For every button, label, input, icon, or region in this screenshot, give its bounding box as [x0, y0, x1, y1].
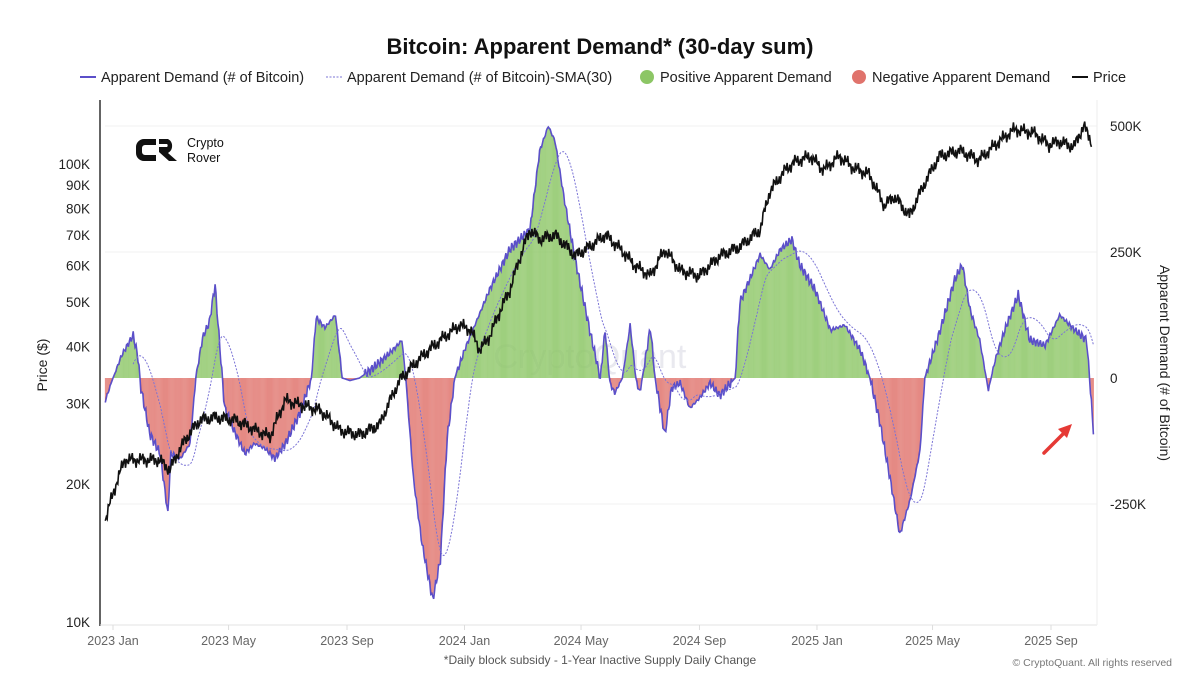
x-tick-label: 2025 May [905, 634, 961, 648]
x-tick-label: 2023 May [201, 634, 257, 648]
y-right-tick-label: 0 [1110, 371, 1118, 386]
copyright: © CryptoQuant. All rights reserved [1013, 657, 1173, 669]
footnote: *Daily block subsidy - 1-Year Inactive S… [444, 653, 757, 667]
y-right-tick-label: -250K [1110, 497, 1146, 512]
price-line [104, 121, 1093, 522]
y-right-tick-label: 250K [1110, 245, 1142, 260]
y-right-tick-label: 500K [1110, 119, 1142, 134]
legend-label: Apparent Demand (# of Bitcoin)-SMA(30) [347, 70, 612, 86]
y-left-tick-label: 70K [66, 228, 90, 243]
legend-item: Positive Apparent Demand [640, 70, 832, 86]
legend-item: Apparent Demand (# of Bitcoin) [80, 70, 304, 86]
red-arrow-annotation [1042, 424, 1072, 455]
y-left-tick-label: 30K [66, 396, 90, 411]
x-tick-label: 2024 Sep [673, 634, 727, 648]
legend: Apparent Demand (# of Bitcoin) Apparent D… [80, 70, 1126, 86]
legend-dot-icon [640, 70, 654, 84]
legend-item: Apparent Demand (# of Bitcoin)-SMA(30) [326, 70, 612, 86]
y-left-tick-label: 60K [66, 259, 90, 274]
logo: Crypto Rover [136, 136, 224, 165]
chart-title: Bitcoin: Apparent Demand* (30-day sum) [386, 34, 813, 59]
x-tick-label: 2023 Jan [87, 634, 138, 648]
logo-text-2: Rover [187, 151, 220, 165]
x-tick-label: 2024 May [554, 634, 610, 648]
axes: 10K 20K 30K 40K 50K 60K 70K 80K 90K 100K 500K 250K 0… [34, 100, 1173, 648]
y-left-tick-label: 40K [66, 339, 90, 354]
y-left-tick-label: 20K [66, 477, 90, 492]
y-left-tick-label: 50K [66, 295, 90, 310]
legend-item: Price [1072, 70, 1126, 86]
legend-dot-icon [852, 70, 866, 84]
logo-text-1: Crypto [187, 136, 224, 150]
y-left-tick-label: 100K [58, 157, 90, 172]
y-left-tick-label: 80K [66, 201, 90, 216]
demand-bars [104, 127, 1094, 599]
x-tick-label: 2025 Sep [1024, 634, 1078, 648]
y-left-tick-label: 90K [66, 178, 90, 193]
legend-label: Apparent Demand (# of Bitcoin) [101, 70, 304, 86]
y-left-tick-label: 10K [66, 615, 90, 630]
x-tick-label: 2023 Sep [320, 634, 374, 648]
series-lines [104, 121, 1095, 600]
gridlines [105, 125, 1097, 505]
x-tick-label: 2024 Jan [439, 634, 490, 648]
x-tick-label: 2025 Jan [791, 634, 842, 648]
legend-label: Negative Apparent Demand [872, 70, 1050, 86]
y-right-axis-title: Apparent Demand (# of Bitcoin) [1157, 265, 1173, 461]
apparent-demand-sma30-line [132, 151, 1094, 557]
legend-item: Negative Apparent Demand [852, 70, 1050, 86]
legend-label: Positive Apparent Demand [660, 70, 832, 86]
y-left-axis-title: Price ($) [34, 339, 50, 392]
apparent-demand-line [104, 125, 1095, 600]
logo-mark-icon [136, 139, 177, 161]
legend-label: Price [1093, 70, 1126, 86]
